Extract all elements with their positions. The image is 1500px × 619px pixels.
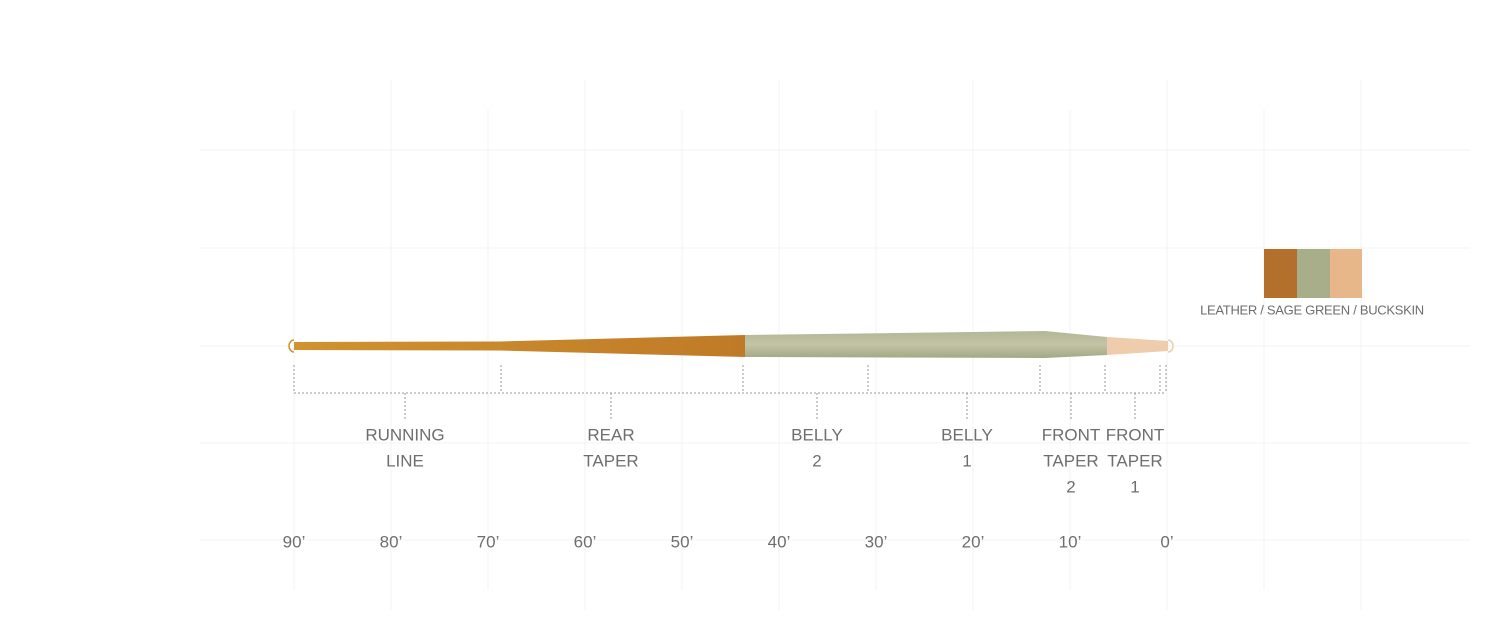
section-label: FRONT (1106, 425, 1165, 444)
section-label: 2 (812, 451, 821, 470)
belly (745, 331, 1107, 358)
swatches (1264, 249, 1362, 298)
section-label: 1 (1130, 477, 1139, 496)
running-line-and-rear-taper (294, 335, 745, 357)
scale-label: 0’ (1160, 532, 1173, 551)
swatch-leather (1264, 249, 1297, 298)
section-label: LINE (386, 451, 424, 470)
scale-label: 30’ (865, 532, 888, 551)
section-label: FRONT (1042, 425, 1101, 444)
section-label: TAPER (1043, 451, 1098, 470)
scale-label: 60’ (574, 532, 597, 551)
section-label: BELLY (791, 425, 843, 444)
scale-label: 50’ (671, 532, 694, 551)
fly-line (288, 331, 1174, 358)
section-label: 2 (1066, 477, 1075, 496)
section-label: BELLY (941, 425, 993, 444)
front-taper (1107, 337, 1168, 355)
scale-label: 20’ (962, 532, 985, 551)
scale-label: 10’ (1059, 532, 1082, 551)
section-label: TAPER (1107, 451, 1162, 470)
legend-label: LEATHER / SAGE GREEN / BUCKSKIN (1200, 302, 1424, 317)
scale-label: 40’ (768, 532, 791, 551)
section-label: REAR (587, 425, 634, 444)
swatch-sage (1297, 249, 1330, 298)
scale-label: 70’ (477, 532, 500, 551)
swatch-buckskin (1330, 249, 1362, 298)
loop (1167, 339, 1174, 353)
section-label: 1 (962, 451, 971, 470)
scale-label: 80’ (380, 532, 403, 551)
section-label: TAPER (583, 451, 638, 470)
scale-label: 90’ (283, 532, 306, 551)
loop (288, 339, 295, 353)
section-label: RUNNING (365, 425, 444, 444)
